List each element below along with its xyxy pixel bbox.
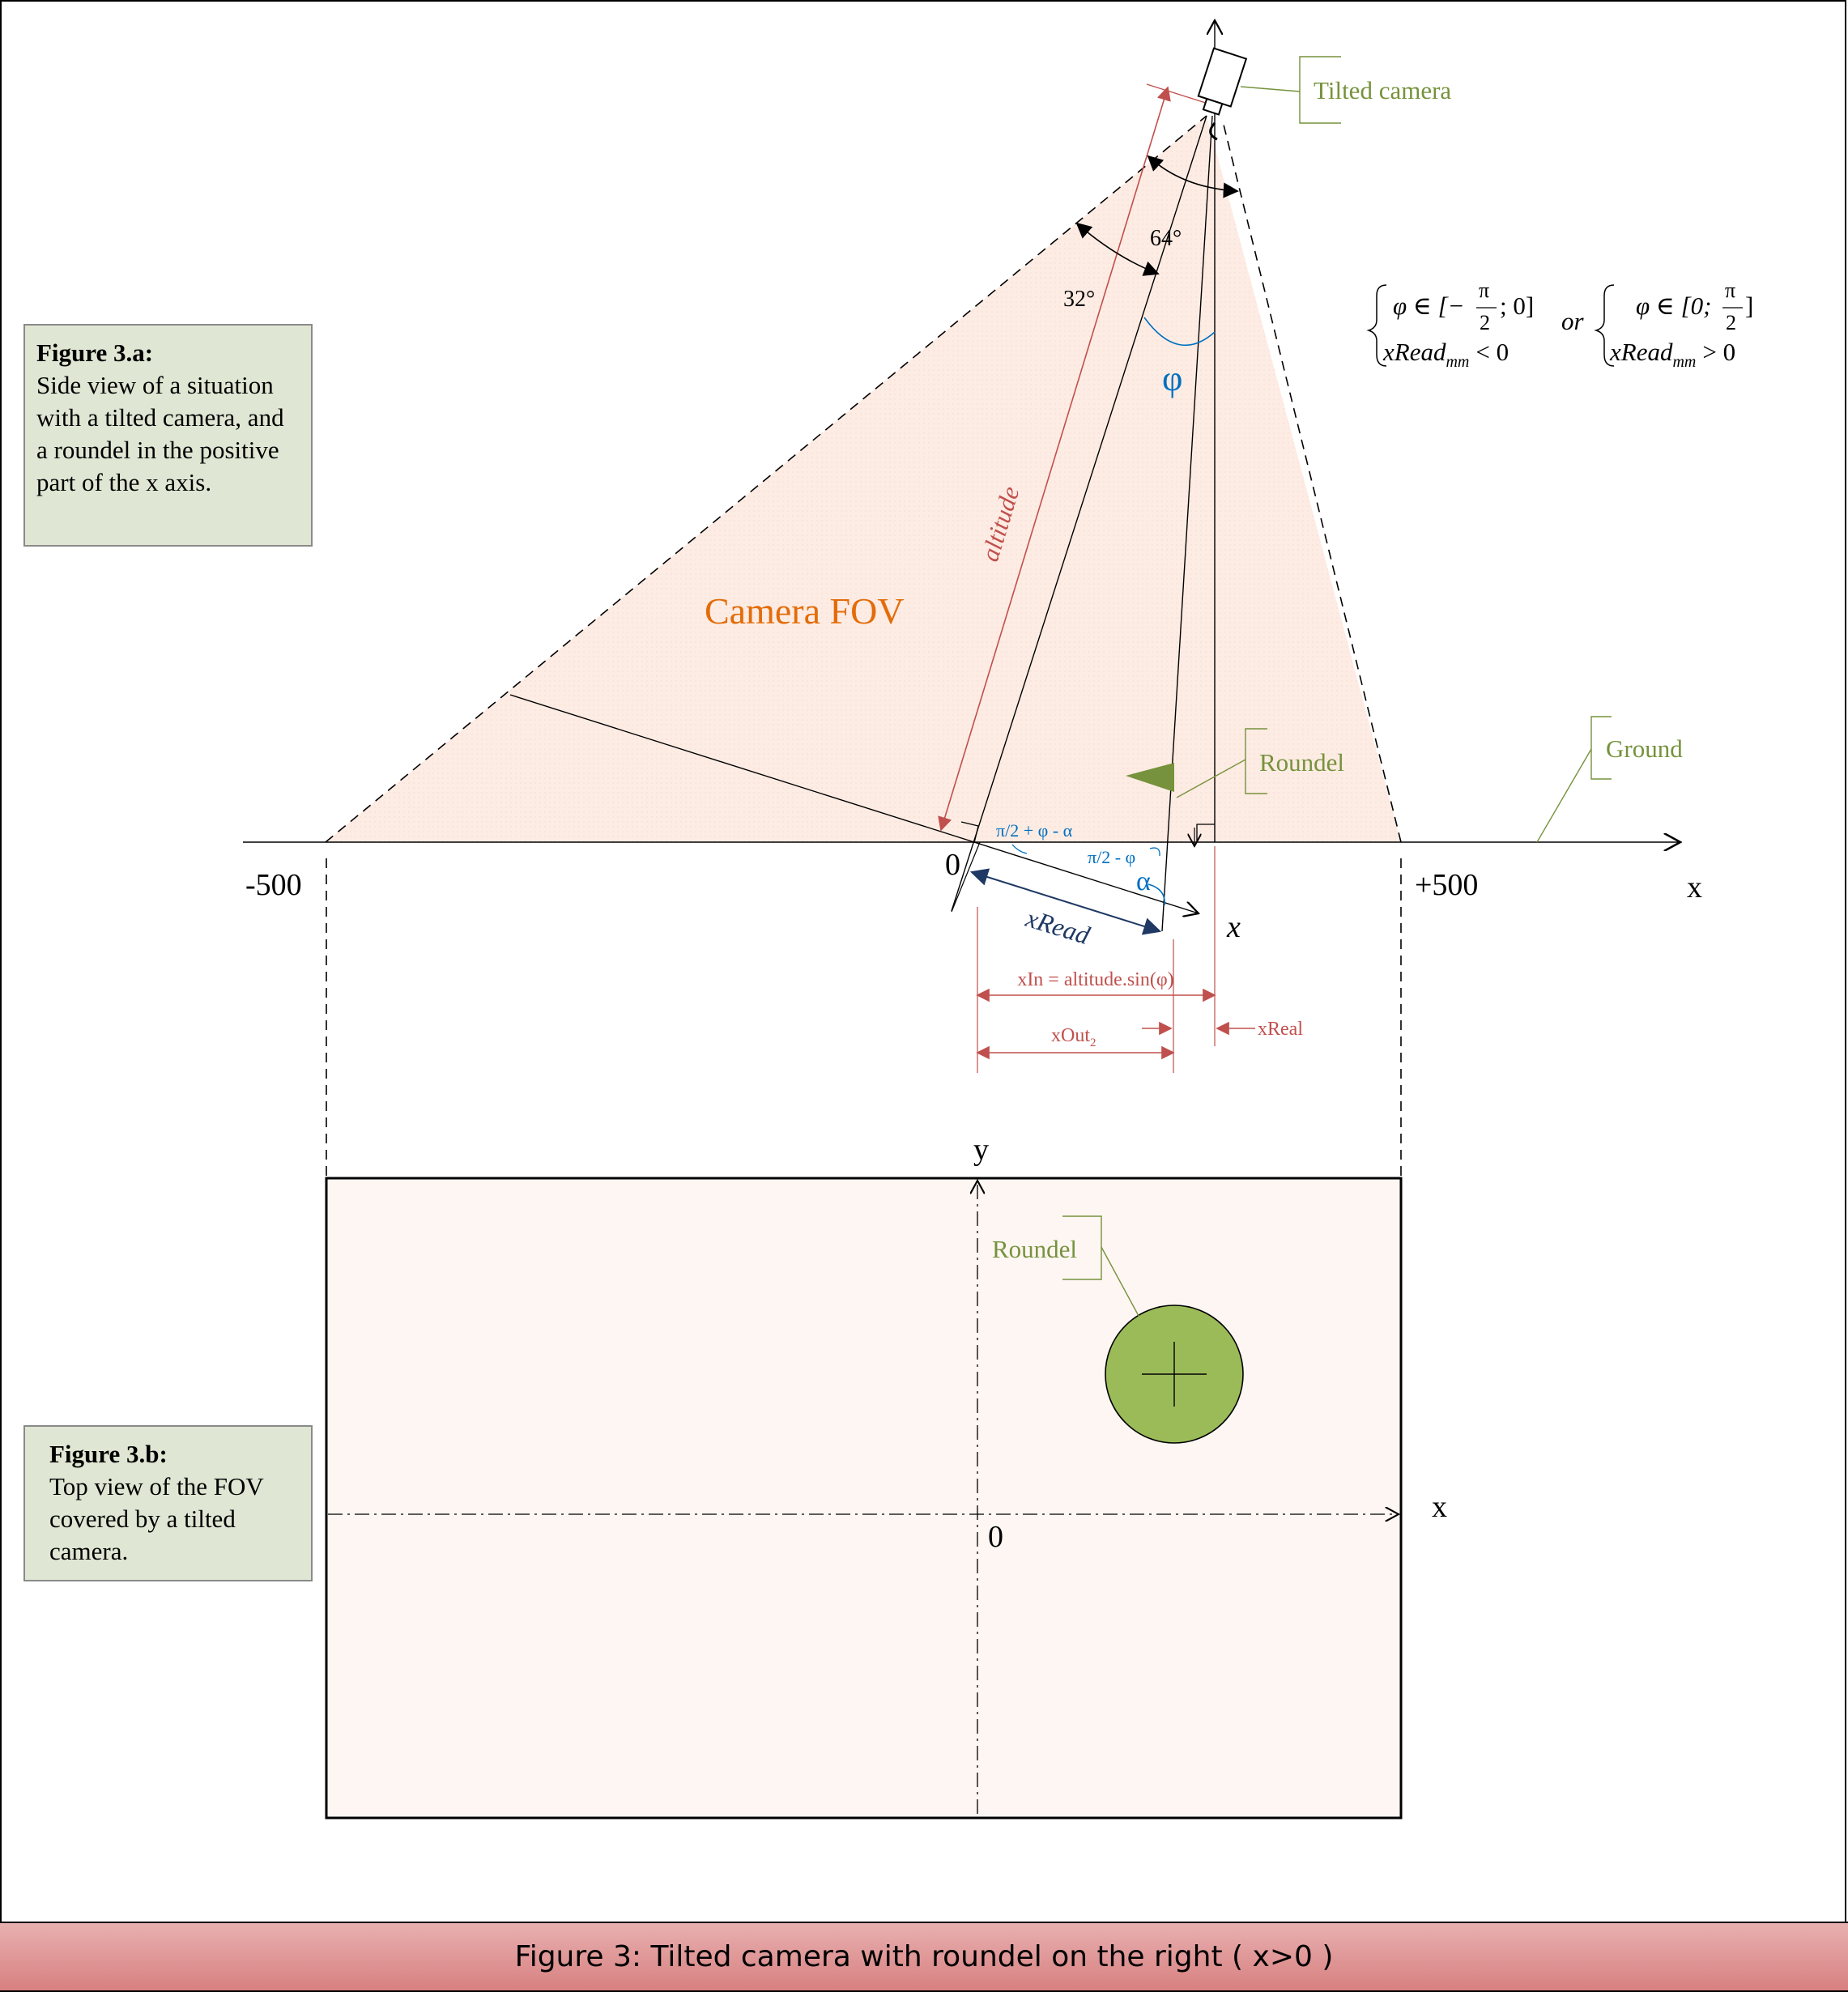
figure-3b-body: Top view of the FOV covered by a tilted … <box>49 1472 264 1565</box>
roundel-top-leader <box>1101 1246 1139 1317</box>
figure-caption-text: Figure 3: Tilted camera with roundel on … <box>514 1940 1334 1973</box>
svg-text:; 0]: ; 0] <box>1500 292 1534 320</box>
figure-3a-body: Side view of a situation with a tilted c… <box>36 371 284 496</box>
figure-3b-caption: Figure 3.b: Top view of the FOV covered … <box>23 1425 313 1581</box>
tilted-camera-label: Tilted camera <box>1314 76 1451 104</box>
xread-label: xRead <box>1022 903 1094 950</box>
svg-text:π: π <box>1725 279 1735 302</box>
plus-500-label: +500 <box>1415 868 1478 902</box>
angle-arc-32 <box>1075 222 1160 276</box>
angle-64-label: 64° <box>1150 226 1182 251</box>
roundel-side-bracket <box>1245 728 1267 794</box>
altitude-dimension <box>938 86 1171 832</box>
tilted-camera-leader <box>1240 86 1301 92</box>
top-view-fov-rect <box>325 1177 1403 1820</box>
svg-text:or: or <box>1561 307 1585 335</box>
phi-arc <box>1143 317 1216 346</box>
diagram-canvas: altitude 64° 32° φ Tilted camera Roundel… <box>243 0 1753 1820</box>
image-plane-tick-left <box>951 841 981 913</box>
xread-dimension <box>969 868 1162 935</box>
svg-text:φ ∈ [−: φ ∈ [− <box>1393 292 1465 320</box>
figure-3b-title: Figure 3.b: <box>49 1440 168 1468</box>
tilted-camera-icon <box>1197 47 1248 116</box>
camera-fov-area <box>326 116 1401 842</box>
xout2-label: xOut2 <box>1051 1025 1096 1049</box>
xreal-label: xReal <box>1258 1019 1303 1040</box>
figure-3a-caption: Figure 3.a: Side view of a situation wit… <box>23 324 313 547</box>
svg-text:xReadmm< 0: xReadmm < 0 <box>1382 338 1509 371</box>
phi-label: φ <box>1162 359 1182 398</box>
svg-text:φ ∈ [0;: φ ∈ [0; <box>1636 292 1711 320</box>
pi2-phi-arc <box>1149 847 1160 857</box>
fov-left-edge <box>325 115 1207 843</box>
figure-3a-title: Figure 3.a: <box>36 338 154 367</box>
phi-range-formula: φ ∈ [− π 2 ; 0] xReadmm < 0 or φ ∈ [0; π … <box>1366 279 1753 371</box>
camera-rotation-icon <box>1209 121 1218 141</box>
altitude-extension <box>1146 83 1209 104</box>
svg-text:2: 2 <box>1480 311 1490 334</box>
alpha-label: α <box>1136 866 1151 896</box>
roundel-side-label: Roundel <box>1259 748 1344 777</box>
top-view-x-label: x <box>1432 1490 1447 1524</box>
svg-text:]: ] <box>1745 292 1753 320</box>
pi2-phi-alpha-label: π/2 + φ - α <box>996 820 1073 841</box>
roundel-side-flag <box>1126 763 1174 792</box>
top-view-y-label: y <box>973 1133 989 1167</box>
angle-arc-64 <box>1147 155 1239 198</box>
ground-leader <box>1536 748 1592 843</box>
svg-text:2: 2 <box>1726 311 1736 334</box>
svg-text:xReadmm> 0: xReadmm > 0 <box>1609 338 1735 371</box>
ground-bracket <box>1590 716 1612 780</box>
x-axis-side-label: x <box>1687 870 1702 904</box>
angle-32-label: 32° <box>1063 287 1095 312</box>
pi2-phi-label: π/2 - φ <box>1088 847 1135 867</box>
x-italic-label: x <box>1226 910 1241 944</box>
origin-side-label: 0 <box>945 848 960 882</box>
camera-fov-label: Camera FOV <box>705 590 905 632</box>
roundel-leader <box>1176 759 1246 798</box>
fov-right-edge <box>1222 121 1402 843</box>
roundel-top-bracket <box>1062 1215 1102 1280</box>
tilted-camera-bracket <box>1299 56 1341 124</box>
figure-caption-bar: Figure 3: Tilted camera with roundel on … <box>0 1922 1848 1992</box>
svg-text:π: π <box>1479 279 1489 302</box>
roundel-top-label: Roundel <box>992 1235 1077 1263</box>
ground-label: Ground <box>1606 734 1683 763</box>
top-view-origin-label: 0 <box>988 1520 1003 1554</box>
minus-500-label: -500 <box>245 868 302 902</box>
pi2-phi-alpha-arc <box>1011 844 1028 854</box>
xin-label: xIn = altitude.sin(φ) <box>1017 969 1173 990</box>
